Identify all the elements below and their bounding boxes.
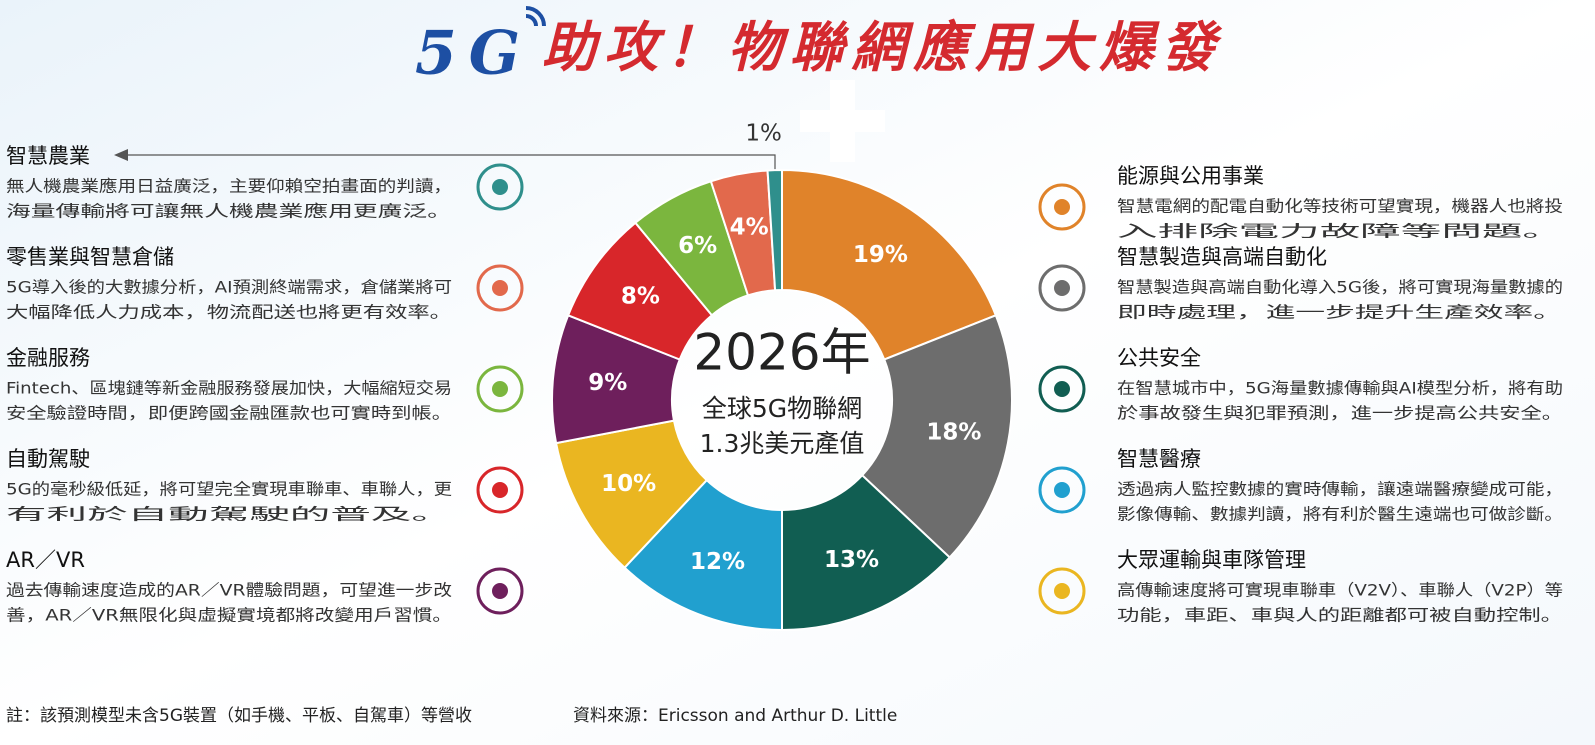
category-description: 海量傳輸將可讓無人機農業應用更廣泛。 — [6, 202, 452, 221]
category-icon — [476, 264, 524, 312]
category-icon — [492, 381, 508, 397]
value-label: 18% — [926, 419, 981, 445]
category-icon — [1038, 466, 1086, 514]
value-label: 1% — [745, 121, 782, 147]
category-title: 公共安全 — [1117, 346, 1201, 370]
category-description: 智慧製造與高端自動化導入5G後，將可實現海量數據的 — [1117, 278, 1563, 297]
category-title: 智慧製造與高端自動化 — [1117, 245, 1327, 269]
category-description: 於事故發生與犯罪預測，進一步提高公共安全。 — [1117, 404, 1563, 423]
category-icon — [492, 482, 508, 498]
value-label: 6% — [678, 233, 717, 259]
category-icon — [1038, 264, 1086, 312]
center-year: 2026年 — [693, 324, 870, 382]
category-icon — [492, 583, 508, 599]
value-label: 8% — [621, 284, 660, 310]
category-icon — [1054, 482, 1070, 498]
category-icon — [476, 163, 524, 211]
value-label: 13% — [824, 547, 879, 573]
category-description: 智慧電網的配電自動化等技術可望實現，機器人也將投 — [1117, 197, 1563, 216]
category-description: 透過病人監控數據的實時傳輸，讓遠端醫療變成可能， — [1117, 480, 1563, 499]
value-label: 19% — [853, 242, 908, 268]
category-description: 影像傳輸、數據判讀，將有利於醫生遠端也可做診斷。 — [1117, 505, 1563, 524]
category-title: 智慧農業 — [6, 144, 90, 168]
category-title: 零售業與智慧倉儲 — [6, 245, 174, 269]
donut-slice — [860, 314, 1014, 559]
category-icon — [476, 466, 524, 514]
category-icon — [492, 280, 508, 296]
category-description: 入排除電力故障等問題。 — [1117, 222, 1563, 241]
category-icon — [1038, 365, 1086, 413]
chart-title: 助攻！物聯網應用大爆發 — [542, 15, 1223, 79]
category-description: 過去傳輸速度造成的AR／VR體驗問題，可望進一步改 — [6, 581, 452, 600]
category-description: 安全驗證時間，即便跨國金融匯款也可實時到帳。 — [6, 404, 452, 423]
value-label: 9% — [588, 370, 627, 396]
donut-slice — [766, 168, 783, 292]
category-icon — [1038, 183, 1086, 231]
value-label: 10% — [601, 471, 656, 497]
value-label: 4% — [730, 215, 769, 241]
category-title: 自動駕駛 — [6, 447, 90, 471]
category-title: 能源與公用事業 — [1117, 164, 1264, 188]
center-text: 1.3兆美元產值 — [700, 429, 865, 458]
category-title: 大眾運輸與車隊管理 — [1117, 548, 1306, 572]
category-description: 在智慧城市中，5G海量數據傳輸與AI模型分析，將有助 — [1117, 379, 1563, 398]
donut-slice — [781, 168, 998, 361]
category-description: 有利於自動駕駛的普及。 — [6, 505, 452, 524]
category-description: 5G的毫秒級低延，將可望完全實現車聯車、車聯人，更 — [6, 480, 452, 499]
category-icon — [1054, 381, 1070, 397]
category-icon — [476, 365, 524, 413]
category-description: 即時處理，進一步提升生產效率。 — [1117, 303, 1563, 322]
leader-line — [120, 154, 776, 172]
category-title: AR／VR — [6, 548, 85, 572]
category-description: 5G導入後的大數據分析，AI預測終端需求，倉儲業將可 — [6, 278, 452, 297]
category-title: 金融服務 — [6, 346, 90, 370]
footnote: 註：該預測模型未含5G裝置（如手機、平板、自駕車）等營收 — [6, 706, 472, 726]
category-icon — [492, 179, 508, 195]
leader-arrow — [114, 149, 128, 161]
category-description: 高傳輸速度將可實現車聯車（V2V）、車聯人（V2P）等 — [1117, 581, 1563, 600]
decoration — [800, 80, 885, 162]
category-description: 功能，車距、車與人的距離都可被自動控制。 — [1117, 606, 1563, 625]
category-icon — [1054, 199, 1070, 215]
category-description: 大幅降低人力成本，物流配送也將更有效率。 — [6, 303, 452, 322]
category-description: 無人機農業應用日益廣泛，主要仰賴空拍畫面的判讀， — [6, 177, 452, 196]
category-icon — [1054, 280, 1070, 296]
signal-icon — [525, 6, 546, 27]
value-label: 12% — [690, 549, 745, 575]
category-icon — [1038, 567, 1086, 615]
category-description: 善，AR／VR無限化與虛擬實境都將改變用戶習慣。 — [6, 606, 452, 625]
category-icon — [476, 567, 524, 615]
center-text: 全球5G物聯網 — [702, 394, 862, 423]
category-icon — [1054, 583, 1070, 599]
category-title: 智慧醫療 — [1117, 447, 1201, 471]
category-description: Fintech、區塊鏈等新金融服務發展加快，大幅縮短交易 — [6, 379, 452, 398]
source: 資料來源：Ericsson and Arthur D. Little — [573, 706, 897, 726]
